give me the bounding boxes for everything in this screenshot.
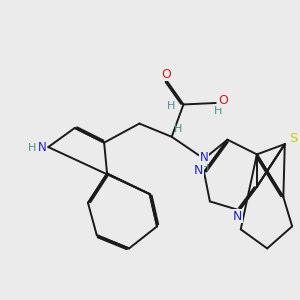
Text: N: N xyxy=(200,151,208,164)
Text: O: O xyxy=(218,94,228,107)
Text: N: N xyxy=(233,210,242,223)
Text: N: N xyxy=(194,164,203,177)
Text: H: H xyxy=(167,101,175,111)
Text: H: H xyxy=(214,106,222,116)
Text: S: S xyxy=(289,132,297,145)
Text: O: O xyxy=(161,68,171,81)
Text: H: H xyxy=(201,163,210,173)
Text: H: H xyxy=(28,142,36,153)
Text: H: H xyxy=(174,124,182,134)
Text: N: N xyxy=(38,141,46,154)
